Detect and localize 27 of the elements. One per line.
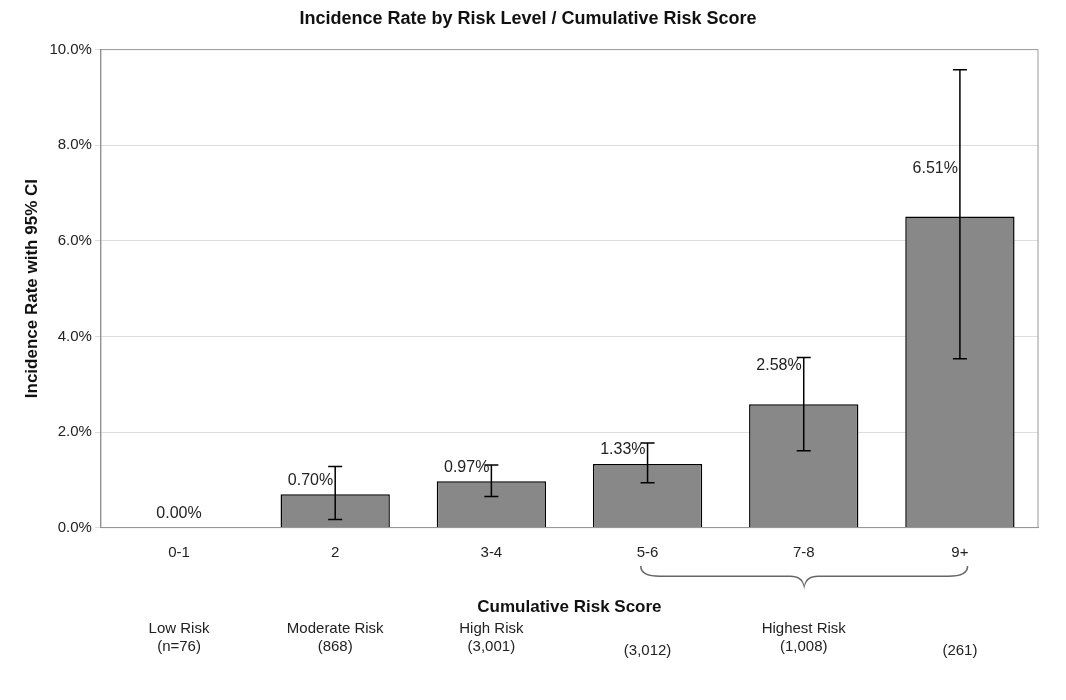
x-tick-label: 0-1 xyxy=(168,542,190,560)
data-label: 0.00% xyxy=(156,504,202,522)
data-label: 6.51% xyxy=(912,158,958,176)
y-axis-title: Incidence Rate with 95% CI xyxy=(21,179,41,399)
y-tick-label: 6.0% xyxy=(57,230,92,248)
data-label: 2.58% xyxy=(756,355,802,373)
x-tick-label: 2 xyxy=(331,542,340,560)
y-tick-label: 4.0% xyxy=(57,326,92,344)
text: Moderate Risk (868) xyxy=(286,619,385,655)
x-tick-label: 3-4 xyxy=(480,542,503,560)
y-tick-label: 8.0% xyxy=(57,135,92,153)
data-label: 0.70% xyxy=(287,470,334,488)
text: Highest Risk (1,008) xyxy=(761,619,847,655)
x-tick-label: 7-8 xyxy=(792,542,815,560)
x-tick-label: 9+ xyxy=(951,542,969,560)
text: High Risk (3,001) xyxy=(459,619,524,655)
text: (261) xyxy=(942,641,978,659)
data-label: 1.33% xyxy=(600,440,646,458)
data-label: 0.97% xyxy=(444,457,490,475)
x-tick-label: 5-6 xyxy=(636,542,659,560)
y-tick-label: 2.0% xyxy=(57,422,92,440)
text: (3,012) xyxy=(623,641,672,659)
chart-title: Incidence Rate by Risk Level / Cumulative Risk Score xyxy=(299,7,757,28)
y-tick-label: 0.0% xyxy=(57,517,92,535)
y-tick-label: 10.0% xyxy=(49,39,92,57)
text: Low Risk (n=76) xyxy=(148,619,210,655)
x-axis-title: Cumulative Risk Score xyxy=(477,597,662,617)
